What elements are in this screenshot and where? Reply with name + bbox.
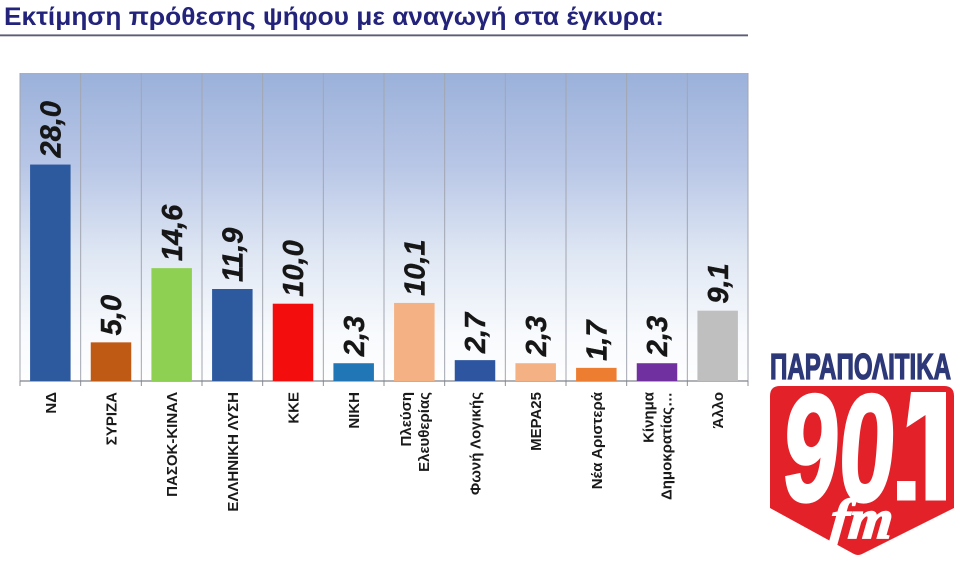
svg-text:ΠΑΡΑΠΟΛΙΤΙΚΑ: ΠΑΡΑΠΟΛΙΤΙΚΑ xyxy=(770,346,951,387)
svg-text:Δημοκρατίας…: Δημοκρατίας… xyxy=(659,392,676,500)
svg-text:14,6: 14,6 xyxy=(157,204,189,261)
svg-text:90: 90 xyxy=(778,364,902,534)
svg-text:ΕΛΛΗΝΙΚΗ ΛΥΣΗ: ΕΛΛΗΝΙΚΗ ΛΥΣΗ xyxy=(225,392,242,512)
svg-text:ΣΥΡΙΖΑ: ΣΥΡΙΖΑ xyxy=(104,392,121,445)
svg-text:2,3: 2,3 xyxy=(642,316,674,357)
svg-text:Εκτίμηση πρόθεσης ψήφου με ανα: Εκτίμηση πρόθεσης ψήφου με αναγωγή στα έ… xyxy=(4,3,664,31)
svg-text:Ελευθερίας: Ελευθερίας xyxy=(416,392,433,472)
svg-text:2,3: 2,3 xyxy=(521,316,553,357)
svg-text:11,9: 11,9 xyxy=(218,228,250,282)
svg-text:ΜΕΡΑ25: ΜΕΡΑ25 xyxy=(528,392,545,451)
svg-text:Κίνημα: Κίνημα xyxy=(641,391,658,443)
svg-text:ΚΚΕ: ΚΚΕ xyxy=(286,392,303,424)
svg-text:28,0: 28,0 xyxy=(36,101,68,158)
svg-text:ΝΔ: ΝΔ xyxy=(43,392,60,414)
svg-text:Φωνή Λογικής: Φωνή Λογικής xyxy=(468,392,485,495)
svg-text:ΝΙΚΗ: ΝΙΚΗ xyxy=(346,392,363,429)
svg-text:10,0: 10,0 xyxy=(278,240,310,296)
svg-text:Άλλο: Άλλο xyxy=(710,392,727,429)
svg-text:1,7: 1,7 xyxy=(582,319,614,361)
svg-text:2,3: 2,3 xyxy=(339,316,371,357)
svg-text:Νέα Αριστερά: Νέα Αριστερά xyxy=(589,391,606,489)
svg-text:fm: fm xyxy=(828,489,897,551)
svg-text:2,7: 2,7 xyxy=(460,311,492,354)
svg-text:Πλεύση: Πλεύση xyxy=(398,392,415,446)
svg-text:5,0: 5,0 xyxy=(96,295,128,335)
svg-text:10,1: 10,1 xyxy=(400,239,432,295)
svg-text:ΠΑΣΟΚ-ΚΙΝΑΛ: ΠΑΣΟΚ-ΚΙΝΑΛ xyxy=(164,392,181,497)
svg-text:9,1: 9,1 xyxy=(703,263,735,303)
